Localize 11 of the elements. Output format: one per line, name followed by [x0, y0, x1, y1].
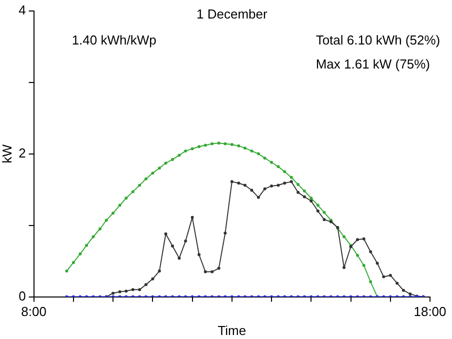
chart-title: 1 December — [196, 6, 268, 22]
y-axis-title: kW — [0, 144, 14, 164]
annotation: 1.40 kWh/kWp — [72, 32, 156, 48]
annotation: Max 1.61 kW (75%) — [316, 56, 430, 72]
annotation: Total 6.10 kWh (52%) — [316, 32, 440, 48]
y-tick-label: 4 — [18, 2, 26, 18]
y-tick-label: 2 — [18, 145, 26, 160]
x-tick-label: 8:00 — [21, 304, 46, 320]
x-tick-label: 18:00 — [414, 304, 446, 320]
y-tick-label: 0 — [18, 288, 26, 304]
x-axis-title: Time — [218, 322, 246, 338]
